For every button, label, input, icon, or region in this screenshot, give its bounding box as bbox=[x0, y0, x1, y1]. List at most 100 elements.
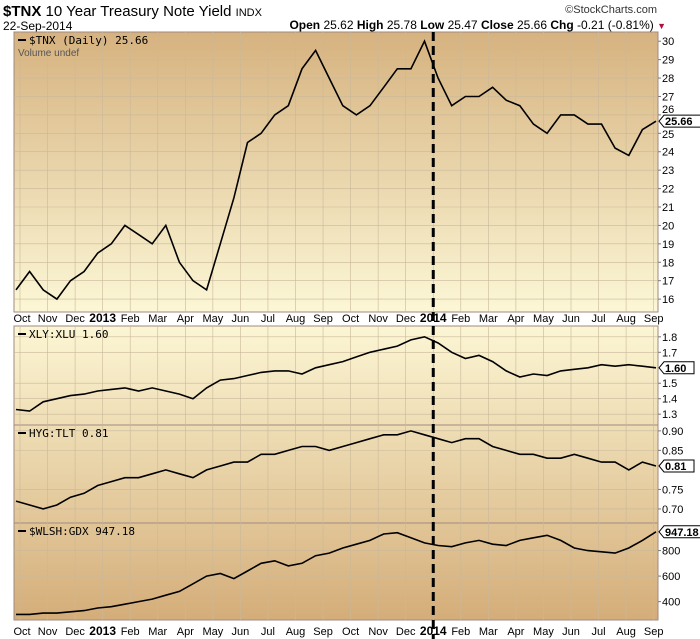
y-tick-label: 21 bbox=[662, 202, 674, 214]
x-tick-label: Aug bbox=[286, 313, 306, 325]
last-value-tag bbox=[658, 114, 700, 128]
brand-link[interactable]: ©StockCharts.com bbox=[565, 4, 657, 16]
last-value-tag bbox=[658, 525, 700, 539]
x-tick-label: Nov bbox=[38, 626, 58, 638]
x-tick-label: Dec bbox=[396, 626, 416, 638]
last-value-label: 1.60 bbox=[665, 363, 686, 375]
y-tick-label: 800 bbox=[662, 546, 680, 558]
last-value-tag bbox=[658, 459, 695, 473]
x-tick-label: Nov bbox=[368, 626, 388, 638]
y-tick-label: 18 bbox=[662, 257, 674, 269]
x-tick-label: Sep bbox=[313, 313, 333, 325]
x-tick-label: Nov bbox=[368, 313, 388, 325]
y-tick-label: 0.85 bbox=[662, 445, 683, 457]
y-tick-label: 1.4 bbox=[662, 394, 677, 406]
x-tick-label: Apr bbox=[507, 626, 524, 638]
x-tick-label: Apr bbox=[177, 626, 194, 638]
y-tick-label: 1.5 bbox=[662, 378, 677, 390]
x-tick-label: Dec bbox=[396, 313, 416, 325]
x-tick-label: Jun bbox=[232, 626, 250, 638]
x-tick-label: Aug bbox=[616, 626, 636, 638]
x-tick-label: Oct bbox=[342, 626, 359, 638]
y-tick-label: 1.3 bbox=[662, 409, 677, 421]
x-tick-label: Sep bbox=[313, 626, 333, 638]
x-tick-label: Oct bbox=[13, 313, 30, 325]
legend-label: XLY:XLU 1.60 bbox=[29, 328, 108, 341]
high-value: 25.78 bbox=[386, 18, 417, 32]
open-label: Open bbox=[289, 18, 321, 32]
x-tick-label: Mar bbox=[479, 313, 498, 325]
y-tick-label: 23 bbox=[662, 165, 674, 177]
down-arrow-icon: ▼ bbox=[657, 21, 666, 31]
y-tick-label: 1.8 bbox=[662, 332, 677, 344]
x-tick-label: Oct bbox=[342, 313, 359, 325]
close-label: Close bbox=[480, 18, 514, 32]
y-tick-label: 1.7 bbox=[662, 347, 677, 359]
chg-value: -0.21 (-0.81%) bbox=[577, 18, 654, 32]
security-name: 10 Year Treasury Note Yield bbox=[45, 3, 232, 20]
open-value: 25.62 bbox=[323, 18, 354, 32]
x-tick-label: Jul bbox=[261, 313, 275, 325]
x-tick-label: 2014 bbox=[420, 624, 447, 638]
x-tick-label: Oct bbox=[13, 626, 30, 638]
low-label: Low bbox=[420, 18, 445, 32]
y-tick-label: 20 bbox=[662, 220, 674, 232]
x-tick-label: 2013 bbox=[89, 624, 116, 638]
x-tick-label: May bbox=[533, 626, 554, 638]
x-tick-label: Jun bbox=[562, 626, 580, 638]
x-tick-label: Feb bbox=[451, 313, 470, 325]
x-tick-label: Feb bbox=[121, 313, 140, 325]
x-tick-label: Mar bbox=[479, 626, 498, 638]
x-tick-label: Sep bbox=[644, 313, 664, 325]
y-tick-label: 26 bbox=[662, 104, 674, 116]
x-tick-label: Jul bbox=[261, 626, 275, 638]
y-tick-label: 22 bbox=[662, 184, 674, 196]
y-tick-label: 27 bbox=[662, 91, 674, 103]
y-tick-label: 28 bbox=[662, 73, 674, 85]
close-value: 25.66 bbox=[516, 18, 548, 32]
y-tick-label: 19 bbox=[662, 239, 674, 251]
series-line-3 bbox=[16, 531, 657, 616]
x-tick-label: 2013 bbox=[89, 311, 116, 325]
x-tick-label: Jun bbox=[562, 313, 580, 325]
quote-summary: Open 25.62 High 25.78 Low 25.47 Close 25… bbox=[289, 18, 666, 32]
x-tick-label: Jul bbox=[592, 313, 606, 325]
high-label: High bbox=[356, 18, 384, 32]
y-tick-label: 24 bbox=[662, 147, 674, 159]
symbol: $TNX bbox=[3, 3, 42, 20]
legend-label: $TNX (Daily) 25.66 bbox=[29, 34, 148, 47]
y-tick-label: 0.70 bbox=[662, 504, 683, 516]
last-value-tag bbox=[658, 361, 695, 375]
y-tick-label: 17 bbox=[662, 276, 674, 288]
last-value-label: 25.66 bbox=[665, 116, 693, 128]
series-line-2 bbox=[15, 430, 657, 510]
last-value-label: 0.81 bbox=[665, 461, 686, 473]
volume-legend: Volume undef bbox=[18, 48, 79, 59]
y-tick-label: 0.90 bbox=[662, 426, 683, 438]
x-tick-label: May bbox=[533, 313, 554, 325]
y-tick-label: 29 bbox=[662, 55, 674, 67]
legend-label: $WLSH:GDX 947.18 bbox=[29, 525, 135, 538]
x-tick-label: Mar bbox=[148, 313, 167, 325]
legend-label: HYG:TLT 0.81 bbox=[29, 427, 108, 440]
x-tick-label: Aug bbox=[616, 313, 636, 325]
x-tick-label: Dec bbox=[65, 313, 85, 325]
x-tick-label: Feb bbox=[121, 626, 140, 638]
x-tick-label: Mar bbox=[148, 626, 167, 638]
y-tick-label: 0.75 bbox=[662, 484, 683, 496]
low-value: 25.47 bbox=[447, 18, 478, 32]
exchange: INDX bbox=[235, 7, 262, 19]
x-tick-label: Nov bbox=[38, 313, 58, 325]
chart-date: 22-Sep-2014 bbox=[3, 19, 73, 33]
y-tick-label: 400 bbox=[662, 597, 680, 609]
series-line-1 bbox=[15, 335, 657, 412]
last-value-label: 947.18 bbox=[665, 527, 699, 539]
chart-title: $TNX 10 Year Treasury Note Yield INDX bbox=[3, 3, 262, 20]
x-tick-label: May bbox=[202, 626, 223, 638]
x-tick-label: Sep bbox=[644, 626, 664, 638]
x-tick-label: Jul bbox=[592, 626, 606, 638]
main-panel-bg bbox=[13, 31, 659, 313]
y-tick-label: 30 bbox=[662, 36, 674, 48]
series-line-0 bbox=[15, 39, 657, 301]
